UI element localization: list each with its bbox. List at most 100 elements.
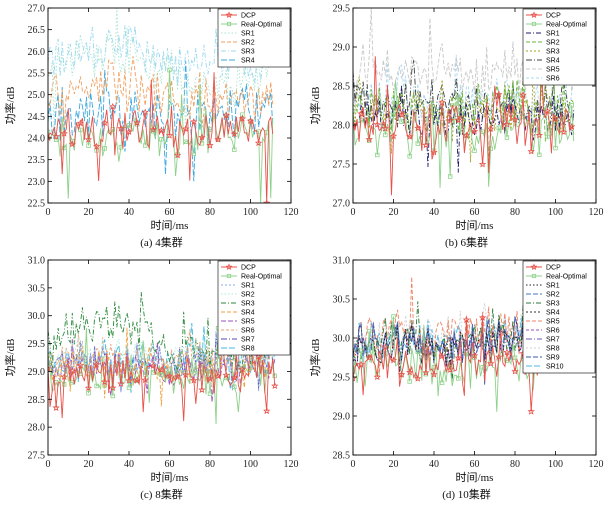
series-marker-dcp [519,91,527,99]
x-tick-label: 60 [165,207,175,218]
x-tick-label: 40 [124,459,134,470]
series-marker-dcp [230,373,238,381]
series-line-sr2 [353,316,542,385]
y-tick-label: 25.0 [28,90,46,101]
series-marker-dcp [109,384,117,392]
x-tick-label: 100 [243,459,258,470]
series-marker-dcp [117,379,125,387]
legend-label-dcp: DCP [546,265,561,272]
series-layer [48,8,274,203]
series-marker-dcp [559,128,568,136]
y-tick-label: 26.5 [28,25,46,36]
x-tick-label: 100 [548,459,563,470]
x-tick-label: 40 [429,207,439,218]
legend-label-sr4: SR4 [546,58,560,65]
legend-marker [530,11,538,18]
y-tick-label: 28.5 [28,395,46,406]
legend-box [522,8,596,86]
x-tick-label: 100 [548,207,563,218]
legend-label-sr4: SR4 [546,310,560,317]
series-marker-dcp [430,148,438,156]
series-marker-dcp [414,374,422,382]
y-tick-label: 29.5 [28,339,46,350]
chart-4-clusters: 0 20 40 60 80 100 120 22.5 23.0 23.5 24.0 24.5 25.0 2… [3,4,299,250]
legend-label-sr2: SR2 [546,292,560,299]
series-marker-real-optimal [183,139,188,144]
series-marker-dcp [198,133,206,141]
y-tick-label: 26.0 [28,47,46,58]
legend-label-sr5: SR5 [546,67,560,74]
series-marker-dcp [373,373,381,381]
legend-label-sr9: SR9 [546,355,560,362]
series-marker-real-optimal [456,376,461,381]
series-marker-real-optimal [545,134,550,140]
series-marker-dcp [446,365,454,373]
series-marker-dcp [353,120,357,128]
series-marker-real-optimal [472,148,477,153]
x-tick-label: 0 [351,459,356,470]
legend: DCP Real-Optimal SR1 SR2 SR3 SR4 SR5 SR6 SR7 SR8 [217,260,291,356]
series-marker-dcp [246,117,255,125]
series-marker-dcp [157,126,166,134]
series-line-sr3 [353,301,542,381]
series-line-sr2 [48,56,274,128]
series-marker-real-optimal [496,125,501,131]
series-marker-dcp [173,151,182,159]
series-marker-dcp [487,125,495,132]
chart-8-clusters: 0 20 40 60 80 100 120 27.5 28.0 28.5 29.0 29.5 30.0 3… [3,256,299,502]
series-marker-dcp [470,351,479,359]
series-marker-dcp [60,129,68,137]
series-marker-dcp [48,134,52,142]
series-marker-dcp [182,371,190,379]
series-line-sr2 [353,60,575,167]
x-tick-label: 80 [205,207,215,218]
series-marker-dcp [511,367,519,375]
legend-box [522,260,596,374]
x-tick-label: 60 [470,459,480,470]
x-tick-label: 0 [46,459,51,470]
legend-label-sr2: SR2 [241,292,255,299]
series-marker-dcp [365,135,373,143]
series-marker-dcp [222,371,230,379]
series-marker-dcp [470,127,479,135]
x-tick-label: 40 [124,207,134,218]
y-axis-title: 功率/dB [308,87,322,125]
series-marker-real-optimal [86,143,91,148]
series-marker-real-optimal [488,146,493,151]
series-marker-dcp [125,128,133,135]
series-marker-real-optimal [569,102,574,108]
series-marker-real-optimal [375,152,380,158]
series-marker-real-optimal [159,372,164,378]
x-tick-label: 80 [510,207,520,218]
y-tick-label: 22.5 [28,199,46,210]
legend-label-sr3: SR3 [546,301,560,308]
series-marker-real-optimal [126,385,132,391]
legend-marker [226,21,232,27]
series-marker-dcp [478,160,487,168]
series-marker-real-optimal [415,141,420,146]
series-line-dcp [48,332,276,422]
series-marker-dcp [254,139,263,147]
series-line-sr5 [353,276,542,375]
series-marker-dcp [173,372,182,380]
series-layer [48,292,279,424]
series-marker-dcp [487,359,495,367]
y-tick-label: 27.5 [28,451,46,462]
series-marker-dcp [101,378,109,386]
series-marker-dcp [495,353,503,361]
y-tick-label: 25.5 [28,69,46,80]
series-marker-real-optimal [391,112,396,118]
x-tick-label: 120 [589,207,604,218]
series-marker-dcp [190,376,198,384]
y-axis-title: 功率/dB [3,87,17,125]
series-marker-dcp [141,376,149,384]
series-marker-dcp [254,352,263,360]
y-tick-label: 27.5 [333,160,351,171]
y-tick-label: 27.0 [333,199,351,210]
series-marker-real-optimal [391,314,396,319]
legend-label-real-optimal: Real-Optimal [241,274,282,281]
series-line-real-optimal [48,70,274,203]
series-marker-dcp [389,356,398,364]
legend-label-sr1: SR1 [241,31,255,38]
series-marker-real-optimal [480,129,485,134]
